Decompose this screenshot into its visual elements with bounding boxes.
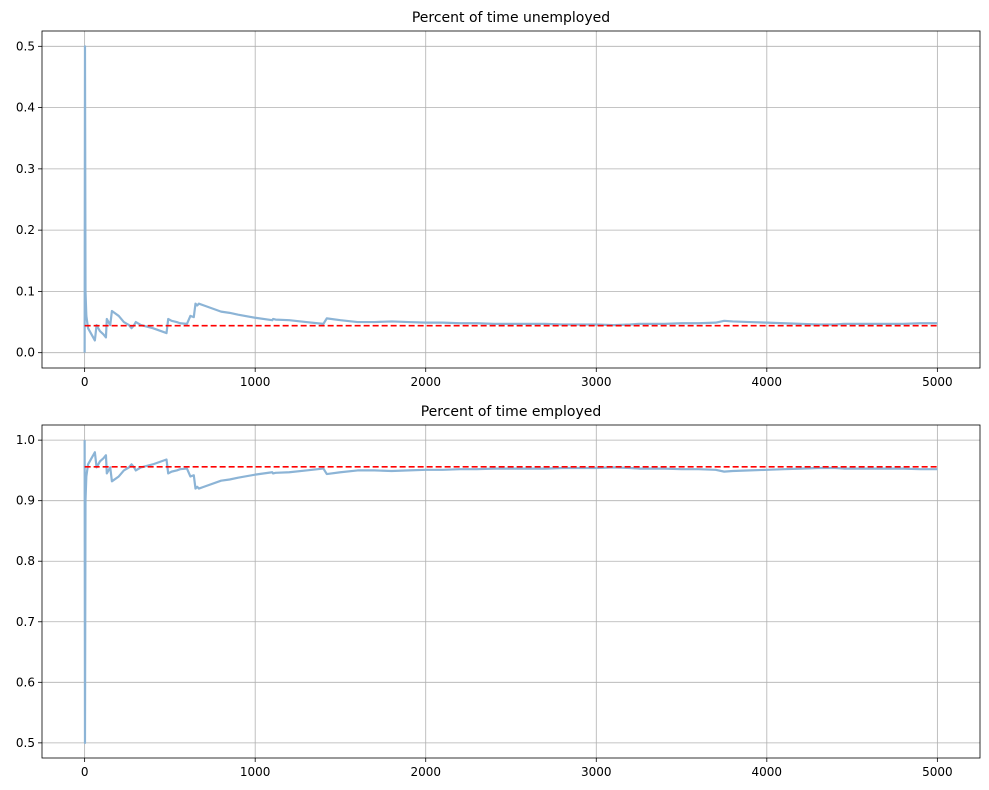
unemployed-series-line xyxy=(83,45,938,353)
unemployed-y-tick-label: 0.5 xyxy=(16,39,35,53)
unemployed-axes-frame xyxy=(41,30,981,369)
employed-y-tick-label: 0.6 xyxy=(16,675,35,689)
axes-unemployed: 0 1000 2000 3000 4000 5000 0.0 0.1 0.2 0.3 0.4 0.5 P… xyxy=(16,10,981,389)
employed-axes-frame xyxy=(41,424,981,759)
unemployed-y-tick-label: 0.1 xyxy=(16,284,35,298)
axes-employed: 0 1000 2000 3000 4000 5000 0.5 0.6 0.7 0.8 0.9 1.0 P… xyxy=(16,404,981,779)
unemployed-x-tick-label: 0 xyxy=(81,375,89,389)
employed-chart-title: Percent of time employed xyxy=(421,404,602,420)
employed-y-tick-label: 0.7 xyxy=(16,615,35,629)
unemployed-y-tick-label: 0.3 xyxy=(16,162,35,176)
unemployed-x-tick-label: 1000 xyxy=(240,375,271,389)
employed-x-tick-label: 5000 xyxy=(922,765,953,779)
employed-y-tick-label: 1.0 xyxy=(16,433,35,447)
unemployed-x-tick-label: 3000 xyxy=(581,375,612,389)
employed-x-tick-label: 4000 xyxy=(752,765,783,779)
unemployed-x-tick-label: 4000 xyxy=(752,375,783,389)
employed-x-tick-label: 2000 xyxy=(410,765,441,779)
employed-y-tick-label: 0.5 xyxy=(16,736,35,750)
employed-x-tick-label: 3000 xyxy=(581,765,612,779)
unemployed-x-tick-label: 2000 xyxy=(410,375,441,389)
employed-y-tick-label: 0.9 xyxy=(16,494,35,508)
employed-series-line xyxy=(83,440,938,744)
unemployed-chart-title: Percent of time unemployed xyxy=(412,10,610,26)
employed-y-tick-label: 0.8 xyxy=(16,554,35,568)
employed-x-tick-label: 1000 xyxy=(240,765,271,779)
unemployed-y-tick-label: 0.2 xyxy=(16,223,35,237)
unemployed-x-tick-label: 5000 xyxy=(922,375,953,389)
unemployed-y-tick-label: 0.0 xyxy=(16,346,35,360)
employed-x-tick-label: 0 xyxy=(81,765,89,779)
unemployed-y-tick-label: 0.4 xyxy=(16,101,35,115)
